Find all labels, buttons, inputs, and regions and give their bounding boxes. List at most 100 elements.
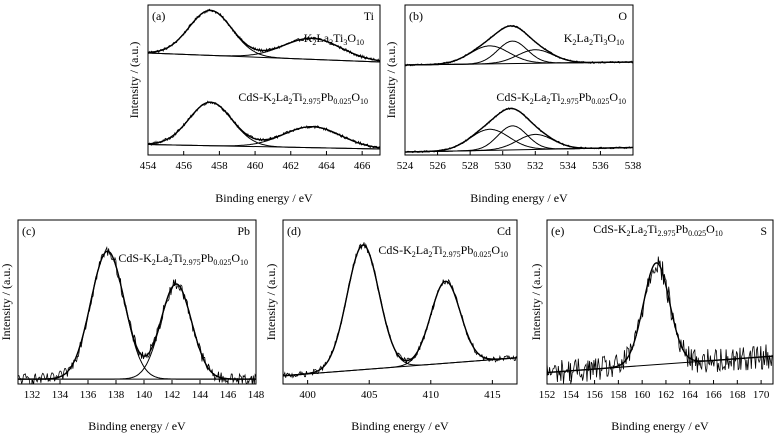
- series-2-fit-envelope: [405, 107, 633, 153]
- label-fragment-0: CdS-K: [118, 251, 152, 265]
- x-tick-label-148: 148: [248, 389, 265, 401]
- panel-a-element: Ti: [364, 9, 375, 23]
- label-fragment-7: 10: [356, 38, 364, 47]
- panel-b-frame: [404, 4, 634, 156]
- label-fragment-2: La: [416, 243, 429, 257]
- x-tick-label-140: 140: [136, 389, 153, 401]
- x-tick-label-538: 538: [625, 160, 642, 172]
- series-1-fit-envelope: [283, 244, 517, 377]
- panel-d-y-label: Intensity / (a.u.): [264, 264, 278, 341]
- label-fragment-6: Pb: [201, 251, 214, 265]
- panel-e-plot-area: [547, 256, 773, 384]
- panel-b-plot-area: [405, 24, 633, 154]
- panel-a-x-axis: 454 456 458 460 462 464 466: [140, 151, 371, 172]
- x-tick-label-526: 526: [429, 160, 446, 172]
- label-fragment-2: La: [534, 90, 547, 104]
- panel-d-x-label: Binding energy / eV: [351, 419, 449, 433]
- panel-c-element: Pb: [237, 224, 250, 238]
- label-fragment-0: CdS-K: [238, 90, 272, 104]
- x-tick-label-164: 164: [681, 389, 698, 401]
- label-fragment-5: 2.975: [303, 97, 321, 106]
- label-fragment-9: 10: [360, 97, 368, 106]
- label-fragment-6: Pb: [675, 222, 688, 236]
- label-fragment-3: 2: [288, 97, 292, 106]
- series-1-fit-peak-1: [18, 250, 256, 380]
- x-tick-label-136: 136: [80, 389, 97, 401]
- label-fragment-8: O: [351, 90, 360, 104]
- panel-e-series-1-label: CdS-K2La2Ti2.975Pb0.025O10: [593, 222, 723, 238]
- x-tick-label-134: 134: [52, 389, 69, 401]
- series-2-raw-data: [405, 107, 633, 154]
- label-fragment-1: 2: [530, 97, 534, 106]
- label-fragment-4: Ti: [647, 222, 658, 236]
- panel-c-plot-area: [18, 245, 256, 384]
- x-tick-label-152: 152: [539, 389, 556, 401]
- panel-b-x-axis: 524 526 528 530 532 534 536 538: [397, 151, 642, 172]
- panel-e-x-label: Binding energy / eV: [611, 419, 709, 433]
- x-tick-label-132: 132: [24, 389, 41, 401]
- x-tick-label-170: 170: [753, 389, 770, 401]
- x-tick-label-154: 154: [563, 389, 580, 401]
- x-tick-label-454: 454: [140, 160, 157, 172]
- panel-a-frame: [147, 4, 381, 156]
- x-tick-label-460: 460: [247, 160, 264, 172]
- label-fragment-7: 10: [616, 38, 624, 47]
- label-fragment-2: La: [316, 31, 329, 45]
- x-tick-label-138: 138: [108, 389, 125, 401]
- panel-a-series-1-label: K2La2Ti3O10: [304, 31, 364, 47]
- label-fragment-9: 10: [618, 97, 626, 106]
- x-tick-label-466: 466: [354, 160, 371, 172]
- panel-b-element: O: [618, 9, 627, 23]
- label-fragment-5: 3: [603, 38, 607, 47]
- label-fragment-1: 2: [272, 97, 276, 106]
- x-tick-label-415: 415: [484, 389, 501, 401]
- panel-b-label: (b): [409, 9, 423, 23]
- panel-c-label: (c): [22, 224, 35, 238]
- x-tick-label-528: 528: [462, 160, 479, 172]
- label-fragment-7: 0.025: [688, 229, 706, 238]
- panel-d: 400 405 410 415 (d) Cd CdS-K2La2Ti2.975Pb0.…: [264, 219, 518, 433]
- x-tick-label-536: 536: [592, 160, 609, 172]
- label-fragment-0: CdS-K: [593, 222, 627, 236]
- label-fragment-3: 2: [329, 38, 333, 47]
- panel-e-x-axis: 152 154 156 158 160 162 164 166 168 170: [539, 380, 770, 401]
- series-1-fit-envelope: [148, 9, 380, 62]
- label-fragment-9: 10: [500, 250, 508, 259]
- panel-c-x-label: Binding energy / eV: [88, 419, 186, 433]
- label-fragment-3: 2: [589, 38, 593, 47]
- panel-b-series-2-label: CdS-K2La2Ti2.975Pb0.025O10: [496, 90, 626, 106]
- series-1-fit-envelope: [547, 262, 773, 374]
- label-fragment-0: CdS-K: [378, 243, 412, 257]
- series-1-fit-envelope: [405, 25, 633, 66]
- panel-d-x-axis: 400 405 410 415: [299, 380, 501, 401]
- label-fragment-6: O: [347, 31, 356, 45]
- panel-e-element: S: [760, 224, 767, 238]
- x-tick-label-410: 410: [423, 389, 440, 401]
- label-fragment-9: 10: [240, 258, 248, 267]
- label-fragment-5: 2.975: [561, 97, 579, 106]
- label-fragment-7: 0.025: [591, 97, 609, 106]
- panel-c: 132 134 136 138 140 142 144 146 148 (c) Pb CdS-K…: [0, 219, 265, 433]
- panel-d-plot-area: [283, 242, 517, 379]
- x-tick-label-168: 168: [729, 389, 746, 401]
- panel-d-label: (d): [287, 224, 301, 238]
- label-fragment-6: Pb: [579, 90, 592, 104]
- x-tick-label-400: 400: [299, 389, 316, 401]
- label-fragment-0: K: [304, 31, 313, 45]
- label-fragment-6: O: [607, 31, 616, 45]
- x-tick-label-144: 144: [192, 389, 209, 401]
- x-tick-label-534: 534: [560, 160, 577, 172]
- label-fragment-0: K: [564, 31, 573, 45]
- label-fragment-3: 2: [168, 258, 172, 267]
- x-tick-label-462: 462: [283, 160, 300, 172]
- label-fragment-3: 2: [428, 250, 432, 259]
- series-1-fit-peak-2: [283, 280, 517, 377]
- panel-e-y-label: Intensity / (a.u.): [529, 264, 543, 341]
- label-fragment-4: Ti: [172, 251, 183, 265]
- panel-d-element: Cd: [497, 224, 511, 238]
- x-tick-label-464: 464: [318, 160, 335, 172]
- x-tick-label-160: 160: [634, 389, 651, 401]
- panel-c-y-label: Intensity / (a.u.): [0, 264, 13, 341]
- label-fragment-7: 0.025: [333, 97, 351, 106]
- x-tick-label-146: 146: [220, 389, 237, 401]
